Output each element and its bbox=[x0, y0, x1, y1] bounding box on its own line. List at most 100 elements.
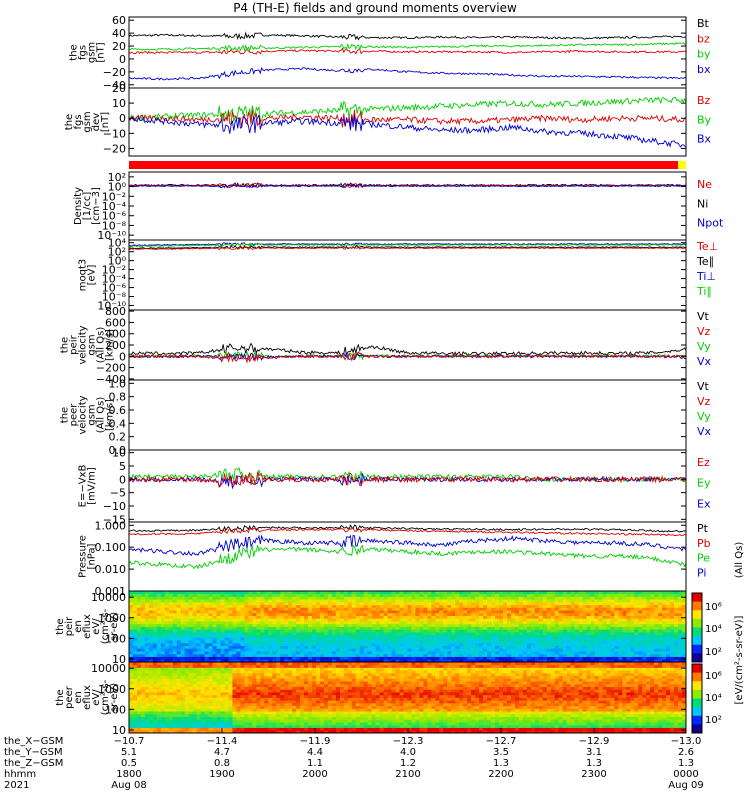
spectrogram-cell bbox=[268, 656, 273, 660]
spectrogram-cell bbox=[129, 645, 134, 649]
spectrogram-cell bbox=[232, 705, 237, 709]
spectrogram-cell bbox=[614, 621, 619, 625]
spectrogram-cell bbox=[586, 656, 591, 660]
spectrogram-cell bbox=[172, 662, 178, 666]
spectrogram-cell bbox=[224, 648, 229, 652]
spectrogram-cell bbox=[232, 683, 237, 687]
spectrogram-cell bbox=[152, 689, 158, 693]
spectrogram-cell bbox=[379, 651, 385, 655]
spectrogram-cell bbox=[395, 618, 400, 622]
spectrogram-cell bbox=[224, 700, 229, 704]
spectrogram-cell bbox=[431, 615, 436, 619]
spectrogram-cell bbox=[359, 610, 365, 614]
spectrogram-cell bbox=[562, 648, 568, 652]
spectrogram-cell bbox=[499, 591, 504, 595]
spectrogram-cell bbox=[483, 651, 488, 655]
spectrogram-cell bbox=[415, 623, 420, 627]
spectrogram-cell bbox=[236, 601, 241, 606]
spectrogram-cell bbox=[132, 724, 138, 728]
spectrogram-cell bbox=[188, 667, 194, 671]
spectrogram-cell bbox=[312, 656, 317, 660]
spectrogram-cell bbox=[522, 593, 528, 597]
spectrogram-cell bbox=[371, 648, 377, 652]
spectrogram-cell bbox=[132, 664, 138, 668]
spectrogram-cell bbox=[160, 662, 166, 666]
spectrogram-cell bbox=[212, 681, 217, 685]
spectrogram-cell bbox=[471, 623, 476, 627]
spectrogram-cell bbox=[594, 631, 599, 636]
spectrogram-cell bbox=[634, 631, 639, 636]
spectrogram-cell bbox=[176, 702, 182, 707]
spectrogram-cell bbox=[256, 662, 261, 666]
spectrogram-cell bbox=[220, 716, 225, 720]
spectrogram-cell bbox=[200, 719, 205, 723]
y-axis-label: gsm bbox=[82, 111, 93, 132]
spectrogram-cell bbox=[554, 615, 560, 619]
spectrogram-cell bbox=[312, 637, 317, 641]
spectrogram-cell bbox=[220, 612, 225, 616]
spectrogram-cell bbox=[634, 599, 639, 603]
spectrogram-cell bbox=[550, 634, 556, 638]
spectrogram-cell bbox=[284, 692, 289, 696]
spectrogram-cell bbox=[335, 656, 341, 660]
spectrogram-cell bbox=[674, 659, 679, 663]
spectrogram-cell bbox=[292, 623, 297, 627]
spectrogram-cell bbox=[670, 599, 675, 603]
spectrogram-cell bbox=[359, 612, 365, 616]
spectrogram-cell bbox=[590, 621, 595, 625]
spectrogram-cell bbox=[443, 626, 448, 630]
spectrogram-cell bbox=[506, 653, 512, 657]
spectrogram-cell bbox=[252, 681, 257, 685]
spectrogram-cell bbox=[614, 642, 619, 647]
spectrogram-cell bbox=[522, 629, 528, 633]
spectrogram-cell bbox=[224, 618, 229, 622]
spectrogram-cell bbox=[188, 631, 194, 636]
spectrogram-cell bbox=[630, 596, 635, 600]
spectrogram-cell bbox=[522, 599, 528, 603]
spectrogram-cell bbox=[455, 612, 460, 616]
spectrogram-cell bbox=[252, 713, 257, 718]
spectrogram-cell bbox=[296, 593, 301, 597]
spectrogram-cell bbox=[463, 648, 468, 652]
spectrogram-cell bbox=[502, 659, 508, 663]
spectrogram-cell bbox=[208, 678, 213, 682]
spectrogram-cell bbox=[292, 651, 297, 655]
spectrogram-cell bbox=[196, 645, 202, 649]
spectrogram-cell bbox=[634, 615, 639, 619]
spectrogram-cell bbox=[284, 631, 289, 636]
spectrogram-cell bbox=[288, 702, 293, 707]
spectrogram-cell bbox=[610, 623, 615, 627]
spectrogram-cell bbox=[160, 599, 166, 603]
spectrogram-cell bbox=[188, 716, 194, 720]
spectrogram-cell bbox=[502, 637, 508, 641]
spectrogram-cell bbox=[530, 631, 536, 636]
spectrogram-cell bbox=[132, 711, 138, 715]
spectrogram-cell bbox=[232, 708, 237, 712]
spectrogram-cell bbox=[156, 642, 162, 647]
spectrogram-cell bbox=[423, 593, 428, 597]
spectrogram-cell bbox=[144, 596, 150, 600]
spectrogram-cell bbox=[204, 686, 209, 690]
spectrogram-cell bbox=[351, 623, 357, 627]
spectrogram-cell bbox=[176, 631, 182, 636]
spectrogram-cell bbox=[566, 626, 572, 630]
spectrogram-cell bbox=[574, 593, 579, 597]
spectrogram-cell bbox=[160, 612, 166, 616]
spectrogram-cell bbox=[654, 601, 659, 606]
spectrogram-cell bbox=[542, 596, 548, 600]
spectrogram-cell bbox=[304, 621, 309, 625]
spectrogram-cell bbox=[499, 651, 504, 655]
spectrogram-cell bbox=[268, 705, 273, 709]
spectrogram-cell bbox=[538, 653, 544, 657]
spectrogram-cell bbox=[570, 659, 575, 663]
spectrogram-cell bbox=[419, 601, 424, 606]
y-axis-label: [nT] bbox=[96, 42, 107, 62]
spectrogram-cell bbox=[129, 683, 134, 687]
spectrogram-cell bbox=[407, 651, 412, 655]
spectrogram-cell bbox=[204, 656, 209, 660]
spectrogram-cell bbox=[260, 596, 265, 600]
spectrogram-cell bbox=[129, 727, 134, 731]
spectrogram-cell bbox=[212, 672, 217, 677]
spectrogram-cell bbox=[347, 618, 353, 622]
